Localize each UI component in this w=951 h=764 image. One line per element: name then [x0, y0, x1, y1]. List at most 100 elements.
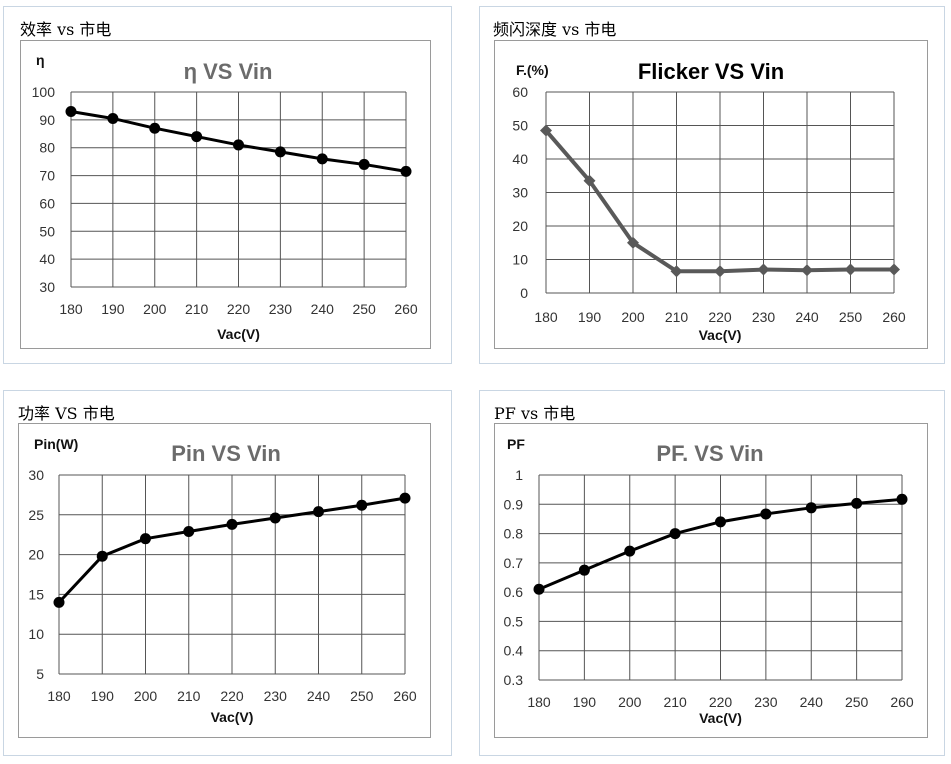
y-tick-label: 0.3 [504, 672, 524, 688]
x-tick-label: 200 [618, 694, 642, 710]
x-tick-label: 180 [59, 301, 83, 317]
y-tick-label: 0.5 [504, 613, 524, 629]
x-tick-label: 230 [264, 688, 288, 704]
x-axis-label: Vac(V) [211, 709, 254, 725]
y-tick-label: 30 [28, 467, 44, 483]
data-point [226, 518, 238, 530]
y-tick-label: 0.9 [504, 496, 524, 512]
y-tick-label: 0.4 [504, 643, 524, 659]
data-point [274, 146, 286, 158]
efficiency-panel: 效率 vs 市电 30 40 50 60 70 80 90 100 180 190 200 210 22… [3, 6, 452, 364]
y-tick-label: 100 [32, 84, 56, 100]
data-point [760, 508, 772, 520]
x-tick-label: 230 [269, 301, 293, 317]
y-tick-label: 25 [28, 507, 44, 523]
y-tick-label: 50 [512, 118, 528, 134]
grid [58, 474, 406, 675]
power-panel: 功率 VS 市电 5 10 15 20 25 30 180 190 200 210 220 230 24… [3, 390, 452, 756]
data-point [715, 516, 726, 528]
data-point [269, 512, 281, 524]
x-tick-label: 200 [143, 301, 167, 317]
data-point [107, 112, 119, 124]
chart-title: η VS Vin [184, 59, 273, 84]
y-tick-label: 1 [515, 467, 523, 483]
pf-chart: 0.3 0.4 0.5 0.6 0.7 0.8 0.9 1 180 190 200 210 220 230… [504, 436, 914, 726]
y-tick-label: 80 [39, 140, 55, 156]
x-tick-label: 260 [882, 309, 906, 325]
y-tick-label: 0 [520, 285, 528, 301]
efficiency-panel-caption: 效率 vs 市电 [20, 20, 112, 39]
data-point [624, 545, 636, 557]
x-tick-label: 260 [393, 688, 417, 704]
y-axis-label: PF [507, 436, 525, 452]
x-tick-label: 180 [534, 309, 558, 325]
y-tick-label: 0.7 [504, 555, 524, 571]
data-point [313, 506, 324, 518]
data-point [140, 533, 151, 545]
chart-title: PF. VS Vin [656, 441, 763, 466]
x-tick-label: 210 [185, 301, 209, 317]
x-tick-label: 260 [394, 301, 418, 317]
y-axis-label: η [36, 52, 45, 68]
x-tick-label: 190 [578, 309, 602, 325]
x-tick-label: 250 [845, 694, 869, 710]
flicker-chart: 0 10 20 30 40 50 60 180 190 200 210 220 230 240 250 260… [512, 59, 906, 343]
chart-title: Flicker VS Vin [638, 59, 784, 84]
y-tick-label: 0.8 [504, 526, 524, 542]
x-axis-label: Vac(V) [699, 327, 742, 343]
y-tick-label: 10 [512, 252, 528, 268]
y-axis-label: Pin(W) [34, 436, 78, 452]
data-point [896, 493, 908, 505]
x-tick-label: 210 [177, 688, 201, 704]
data-point [96, 550, 108, 562]
x-axis-label: Vac(V) [217, 326, 260, 342]
x-tick-label: 250 [350, 688, 374, 704]
x-tick-label: 250 [352, 301, 376, 317]
x-tick-label: 260 [890, 694, 914, 710]
x-tick-label: 240 [311, 301, 335, 317]
x-tick-label: 220 [220, 688, 244, 704]
data-point [191, 131, 203, 143]
data-point [183, 526, 195, 538]
data-point [399, 492, 411, 504]
x-tick-label: 220 [227, 301, 251, 317]
grid [545, 91, 895, 294]
x-tick-label: 230 [752, 309, 776, 325]
y-tick-label: 30 [39, 279, 55, 295]
flicker-panel-caption: 频闪深度 vs 市电 [493, 20, 617, 39]
x-tick-label: 210 [665, 309, 689, 325]
data-point [714, 265, 726, 278]
x-tick-label: 200 [134, 688, 158, 704]
data-point [757, 263, 770, 276]
data-point [578, 564, 590, 576]
data-point [358, 158, 370, 170]
y-tick-label: 50 [39, 223, 55, 239]
data-point [670, 265, 683, 278]
data-point [53, 596, 65, 608]
data-point [233, 139, 244, 151]
data-point [65, 106, 77, 117]
y-tick-label: 40 [39, 251, 55, 267]
data-point [533, 583, 545, 595]
pf-panel-caption: PF vs 市电 [494, 404, 576, 423]
x-tick-label: 200 [621, 309, 645, 325]
x-tick-label: 230 [754, 694, 778, 710]
data-point [851, 497, 863, 509]
data-point [669, 528, 681, 540]
x-tick-label: 240 [307, 688, 331, 704]
x-tick-label: 190 [101, 301, 125, 317]
y-tick-label: 90 [39, 112, 55, 128]
x-tick-label: 240 [795, 309, 819, 325]
y-tick-label: 15 [28, 586, 44, 602]
data-point [400, 165, 412, 177]
x-tick-label: 190 [573, 694, 597, 710]
y-tick-label: 60 [39, 195, 55, 211]
data-point [888, 263, 900, 276]
data-point [540, 124, 552, 137]
x-tick-label: 220 [708, 309, 732, 325]
power-panel-caption: 功率 VS 市电 [18, 404, 115, 423]
x-tick-label: 180 [47, 688, 71, 704]
power-chart: 5 10 15 20 25 30 180 190 200 210 220 230 240 250 260 Pi… [28, 436, 417, 725]
grid [70, 91, 407, 288]
y-axis-label: F.(%) [516, 62, 549, 78]
